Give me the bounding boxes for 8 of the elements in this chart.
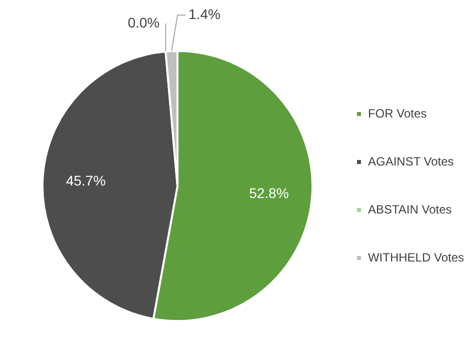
- legend-label: FOR Votes: [368, 106, 427, 120]
- text: 0.0%: [128, 14, 160, 30]
- data-label: 45.7%: [66, 172, 106, 189]
- data-label: 1.4%: [188, 6, 220, 22]
- legend-label: AGAINST Votes: [368, 154, 454, 168]
- legend-label: WITHHELD Votes: [368, 250, 464, 264]
- legend-label: ABSTAIN Votes: [368, 202, 452, 216]
- data-label: 52.8%: [249, 185, 289, 202]
